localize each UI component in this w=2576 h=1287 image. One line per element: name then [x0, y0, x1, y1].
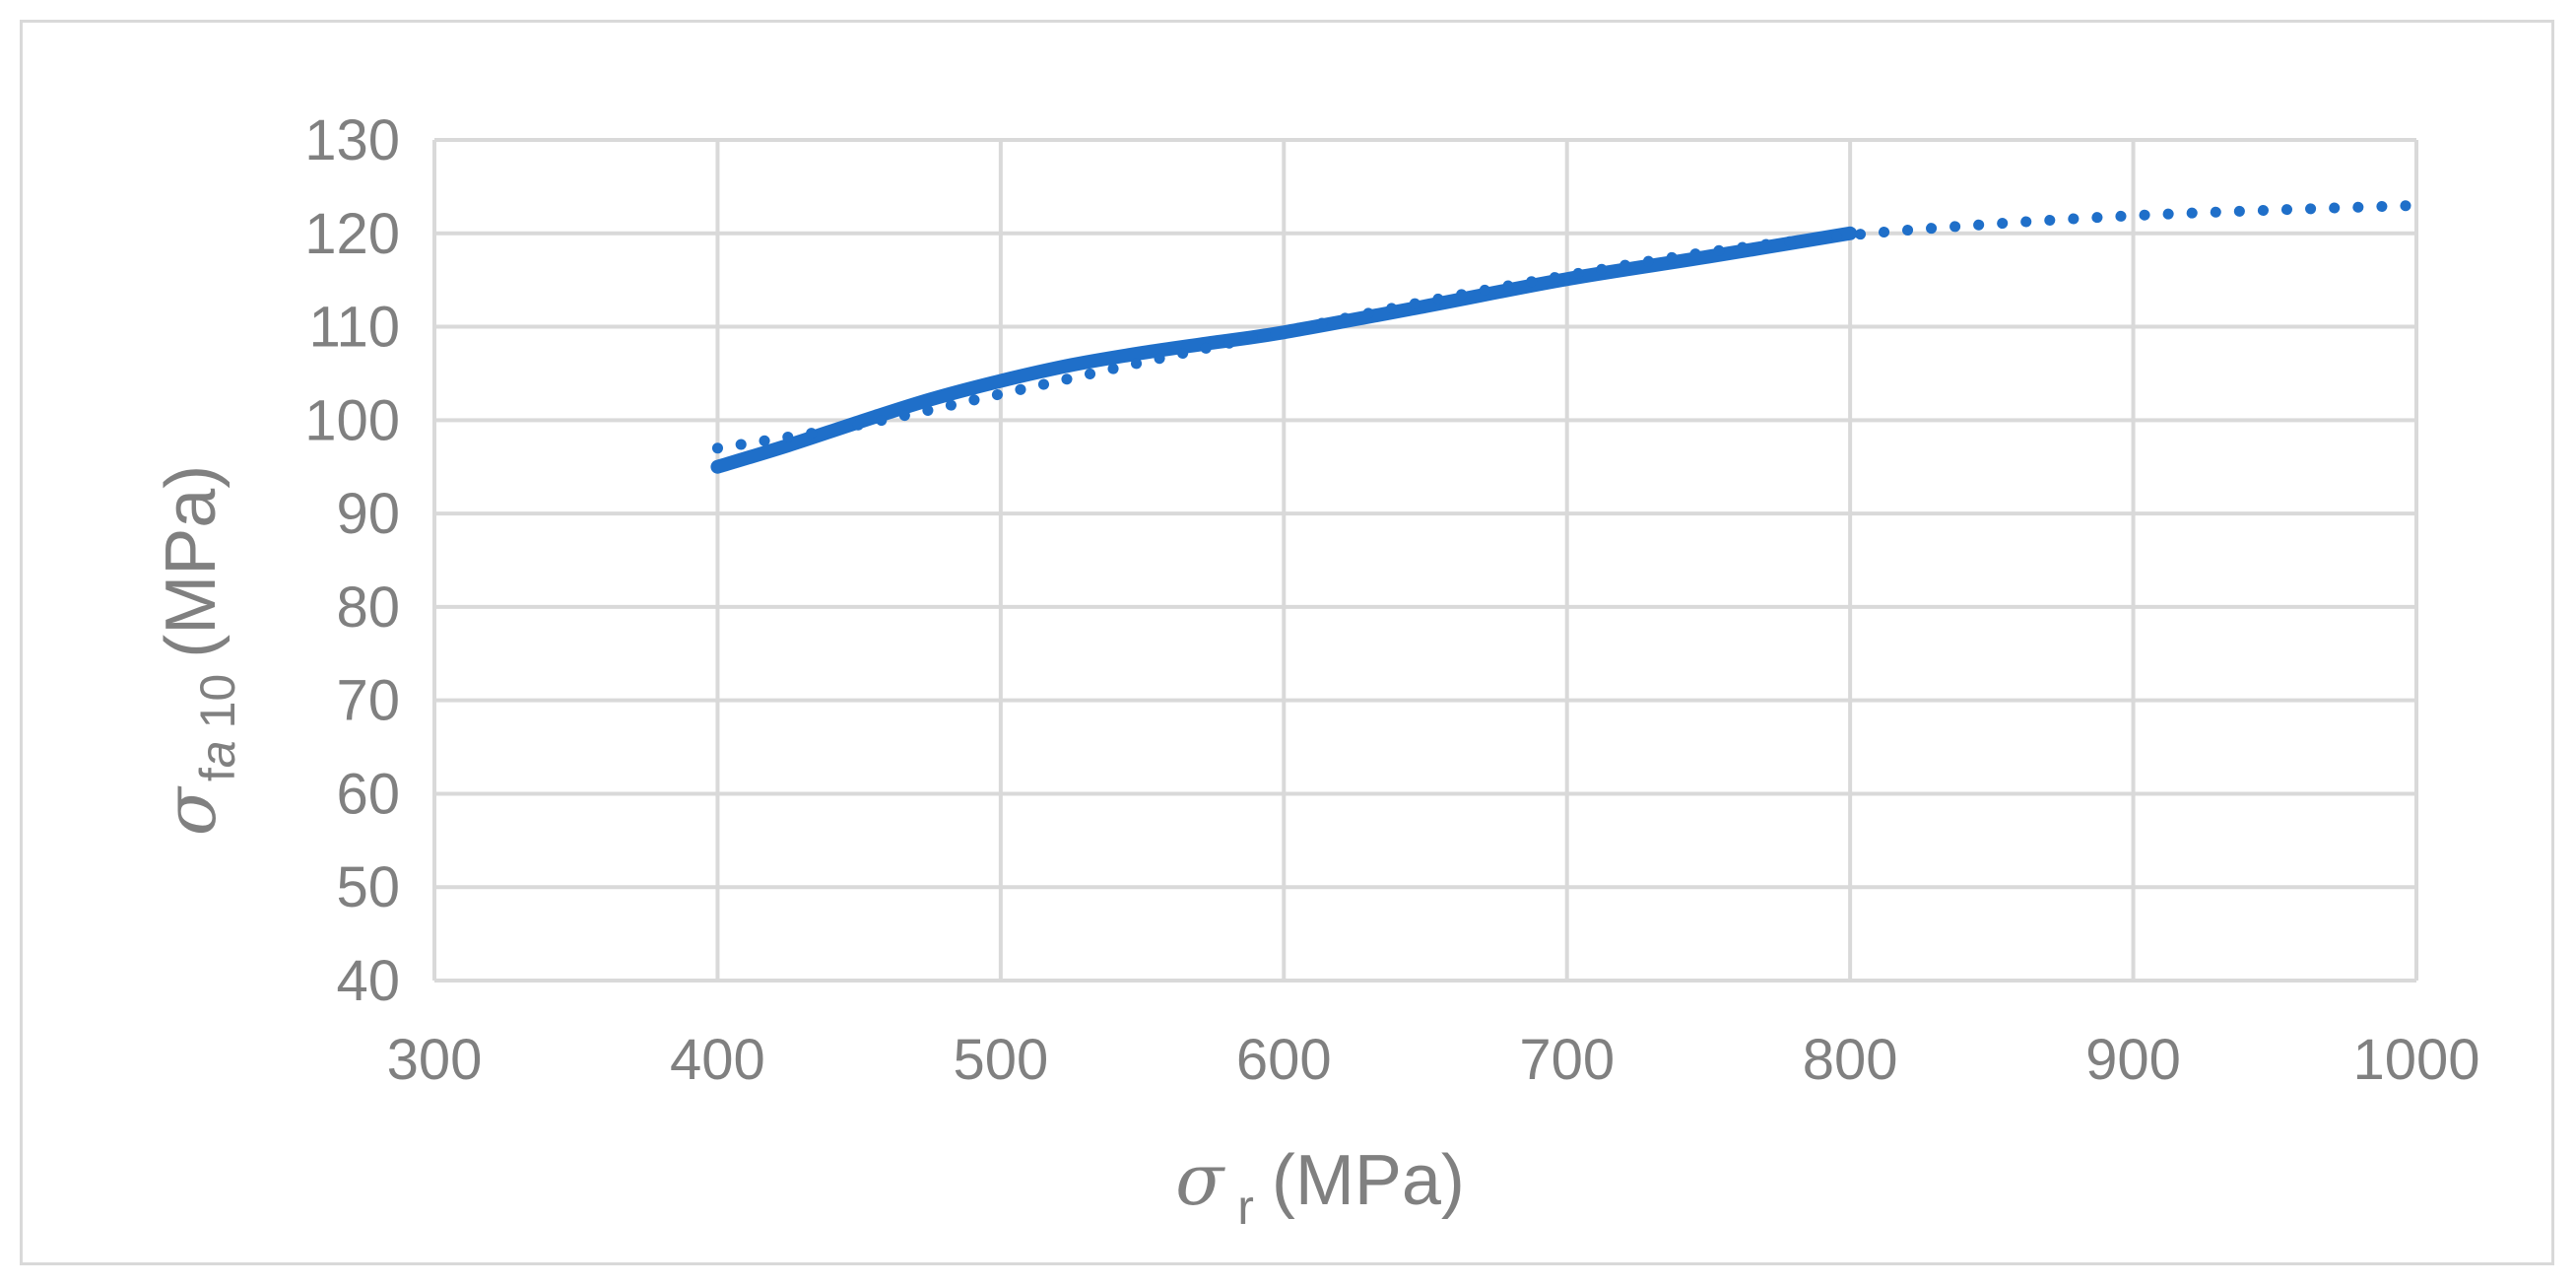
- y-tick-label: 50: [336, 855, 400, 919]
- y-tick-label: 90: [336, 482, 400, 546]
- y-tick-label: 70: [336, 669, 400, 733]
- series-line-solid: [710, 226, 1858, 474]
- y-axis-symbol: σ: [149, 785, 231, 836]
- x-axis-title: σ r (MPa): [1175, 1138, 1465, 1235]
- y-tick-label: 80: [336, 576, 400, 640]
- x-tick-label: 400: [670, 1028, 765, 1092]
- grid: [432, 138, 2418, 982]
- y-axis-subscript-a: a: [190, 740, 245, 768]
- x-axis-symbol: σ: [1175, 1138, 1225, 1221]
- y-tick-label: 120: [304, 202, 400, 266]
- x-tick-label: 900: [2085, 1028, 2181, 1092]
- x-tick-label: 700: [1519, 1028, 1615, 1092]
- x-tick-labels: 300 400 500 600 700 800 900 1000: [387, 1028, 2480, 1092]
- x-tick-label: 300: [387, 1028, 483, 1092]
- y-tick-labels: 40 50 60 70 80 90 100 110 120 130: [304, 108, 400, 1013]
- x-axis-subscript: r: [1237, 1180, 1254, 1235]
- y-axis-subscript-10: 10: [190, 674, 245, 729]
- x-tick-label: 1000: [2352, 1028, 2479, 1092]
- y-axis-title: σfa 10 (MPa): [149, 465, 245, 837]
- series-line-dotted: [711, 199, 2422, 454]
- x-tick-label: 500: [953, 1028, 1048, 1092]
- y-tick-label: 60: [336, 762, 400, 826]
- x-tick-label: 600: [1236, 1028, 1332, 1092]
- y-tick-label: 40: [336, 949, 400, 1013]
- y-axis-subscript-f: f: [190, 768, 245, 781]
- x-tick-label: 800: [1803, 1028, 1898, 1092]
- series-group: [710, 199, 2422, 474]
- x-axis-unit: (MPa): [1272, 1141, 1465, 1220]
- y-axis-unit: (MPa): [152, 465, 231, 658]
- y-tick-label: 130: [304, 108, 400, 172]
- y-tick-label: 100: [304, 388, 400, 452]
- y-tick-label: 110: [309, 296, 400, 360]
